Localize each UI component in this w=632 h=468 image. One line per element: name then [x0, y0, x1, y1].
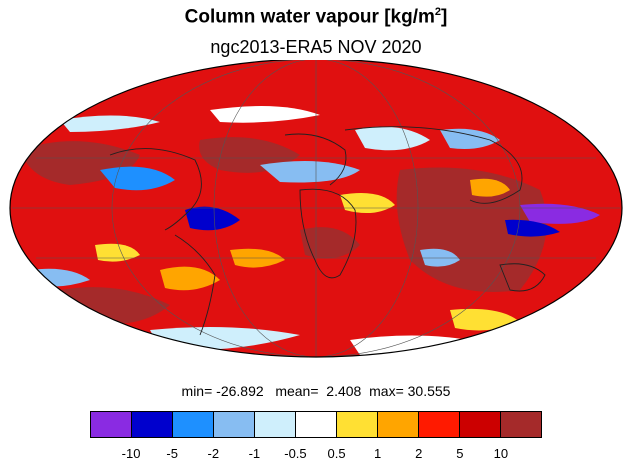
map-frame [9, 60, 623, 358]
mean-label: mean= [275, 383, 319, 399]
colorbar-tick-label: 1 [374, 446, 382, 461]
colorbar-tick-label: 0.5 [327, 446, 346, 461]
max-value: 30.555 [407, 383, 451, 399]
colorbar-tick-label: -2 [207, 446, 220, 461]
colorbar-swatch [296, 412, 337, 437]
colorbar-swatch [460, 412, 501, 437]
colorbar-swatch [337, 412, 378, 437]
anomaly-map [9, 60, 623, 358]
coastlines [109, 126, 546, 336]
plot-title: Column water vapour [kg/m2] [184, 6, 448, 28]
colorbar [90, 411, 542, 438]
colorbar-swatch [91, 412, 132, 437]
colorbar-tick-label: -1 [248, 446, 261, 461]
mean-value: 2.408 [326, 383, 362, 399]
colorbar-tick-label: -10 [121, 446, 141, 461]
colorbar-swatch [255, 412, 296, 437]
colorbar-tick-label: 2 [415, 446, 423, 461]
stats-line: min= -26.892 mean= 2.408 max= 30.555 [0, 383, 632, 399]
min-value: -26.892 [216, 383, 264, 399]
min-label: min= [181, 383, 213, 399]
colorbar-tick-label: 5 [456, 446, 464, 461]
max-label: max= [369, 383, 404, 399]
colorbar-swatch [132, 412, 173, 437]
colorbar-tick-label: -0.5 [284, 446, 307, 461]
colorbar-tick-label: -5 [166, 446, 178, 461]
plot-subtitle: ngc2013-ERA5 NOV 2020 [210, 37, 422, 57]
colorbar-swatch [378, 412, 419, 437]
colorbar-swatch [501, 412, 541, 437]
colorbar-swatch [214, 412, 255, 437]
colorbar-swatch [419, 412, 460, 437]
colorbar-tick-label: 10 [493, 446, 509, 461]
colorbar-swatch [173, 412, 214, 437]
